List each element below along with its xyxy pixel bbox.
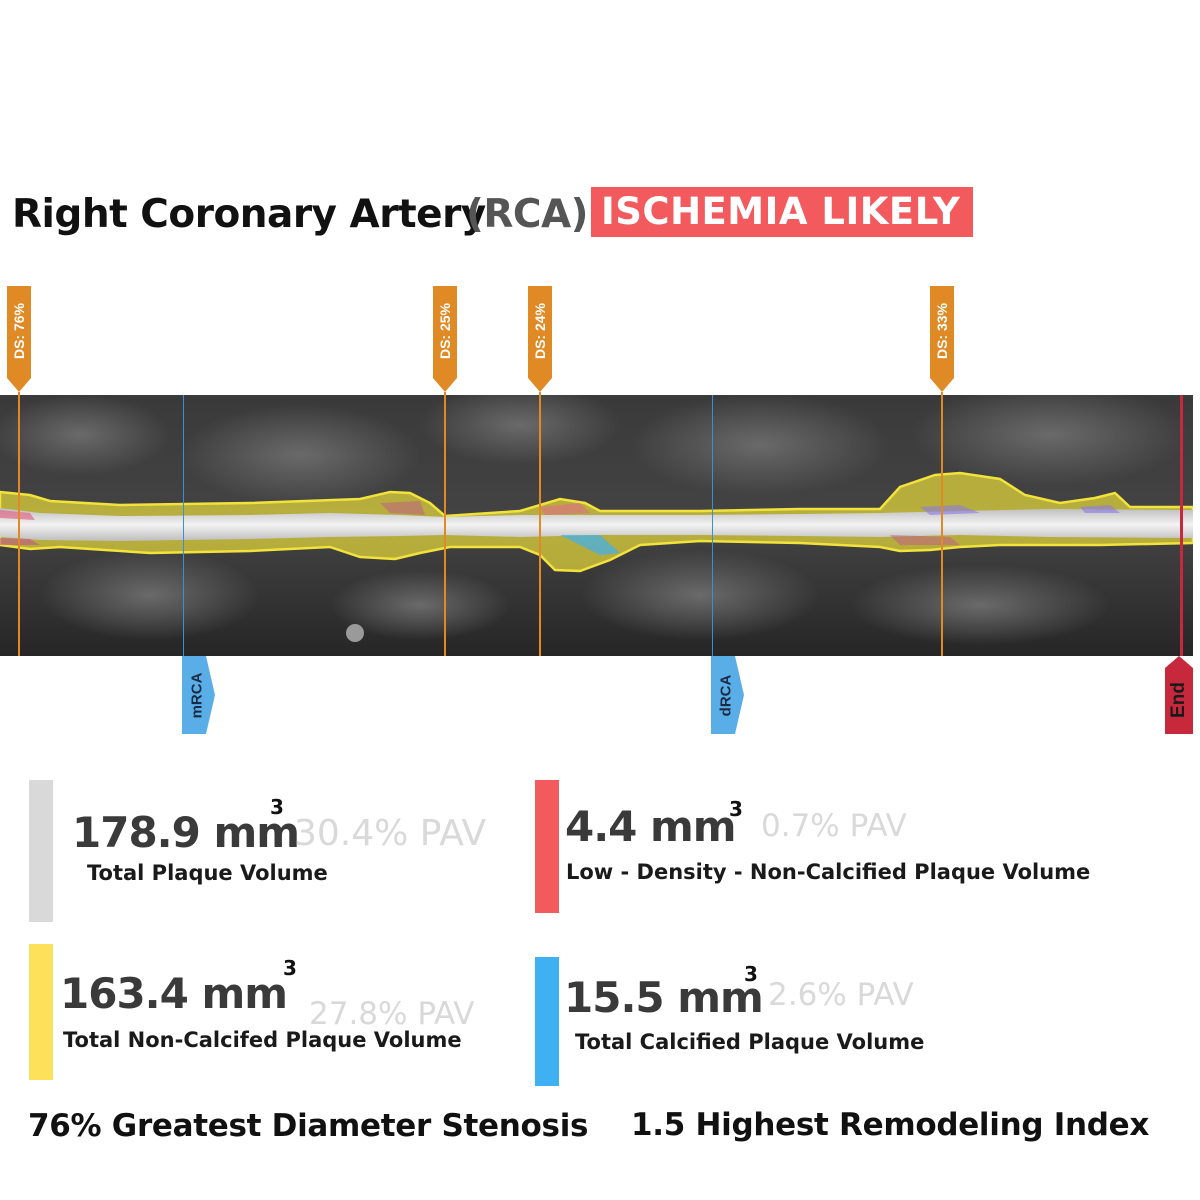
end-marker-label: End [1168, 682, 1190, 718]
segment-marker-label: mRCA [188, 672, 206, 718]
low-density-unit-superscript: 3 [729, 797, 743, 821]
calcified-value: 15.5 mm [564, 973, 764, 1022]
stenosis-marker-label: DS: 24% [532, 302, 548, 360]
calcified-label: Total Calcified Plaque Volume [575, 1030, 925, 1054]
total-plaque-label: Total Plaque Volume [87, 861, 328, 885]
artery-abbreviation: (RCA) [466, 192, 588, 237]
stenosis-line-1 [18, 392, 20, 656]
calcified-pav: 2.6% PAV [768, 977, 914, 1013]
low-density-value: 4.4 mm [565, 802, 737, 851]
stenosis-marker-label: DS: 76% [11, 302, 27, 360]
segment-marker-label: dRCA [717, 674, 735, 716]
segment-marker-mrca[interactable]: mRCA [182, 656, 218, 734]
total-plaque-value: 178.9 mm [72, 808, 300, 857]
end-marker[interactable]: End [1165, 656, 1193, 734]
stenosis-line-4 [941, 392, 943, 656]
total-plaque-color-bar [29, 780, 53, 922]
non-calcified-pav: 27.8% PAV [309, 996, 475, 1032]
stenosis-marker-3[interactable]: DS: 24% [528, 286, 552, 392]
calcified-unit-superscript: 3 [744, 962, 758, 986]
total-plaque-pav: 30.4% PAV [294, 813, 487, 854]
non-calcified-color-bar [29, 944, 53, 1080]
end-line [1180, 395, 1183, 656]
segment-line-drca [712, 395, 713, 658]
segment-marker-drca[interactable]: dRCA [711, 656, 747, 734]
stenosis-line-2 [444, 392, 446, 656]
stenosis-marker-label: DS: 25% [437, 302, 453, 360]
low-density-pav: 0.7% PAV [761, 808, 907, 844]
remodeling-index-stat: 1.5 Highest Remodeling Index [631, 1107, 1150, 1143]
low-density-label: Low - Density - Non-Calcified Plaque Vol… [566, 860, 1091, 884]
page-title: Right Coronary Artery [12, 192, 486, 237]
vessel-straightened-view [0, 395, 1193, 656]
non-calcified-unit-superscript: 3 [283, 956, 297, 980]
low-density-color-bar [535, 780, 559, 913]
stenosis-line-3 [539, 392, 541, 656]
stenosis-marker-4[interactable]: DS: 33% [930, 286, 954, 392]
stenosis-marker-label: DS: 33% [934, 302, 950, 360]
non-calcified-label: Total Non-Calcifed Plaque Volume [63, 1028, 462, 1052]
greatest-stenosis-stat: 76% Greatest Diameter Stenosis [28, 1108, 589, 1144]
vessel-image [0, 395, 1193, 656]
non-calcified-value: 163.4 mm [60, 969, 288, 1018]
stenosis-marker-2[interactable]: DS: 25% [433, 286, 457, 392]
calcified-color-bar [535, 957, 559, 1086]
stenosis-marker-1[interactable]: DS: 76% [7, 286, 31, 392]
segment-line-mrca [183, 395, 184, 658]
ischemia-status-badge: ISCHEMIA LIKELY [591, 187, 973, 237]
total-plaque-unit-superscript: 3 [270, 795, 284, 819]
